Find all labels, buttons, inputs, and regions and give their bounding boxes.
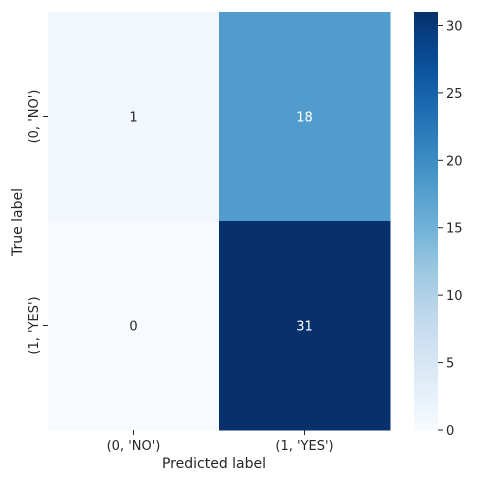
y-tick-label: (1, 'YES') — [27, 296, 42, 354]
heatmap-cell — [219, 221, 391, 431]
colorbar-ticks: 0 5 10 15 20 25 30 — [438, 19, 463, 439]
colorbar-tick-label: 10 — [446, 289, 463, 304]
x-tick-label: (1, 'YES') — [275, 439, 333, 454]
colorbar-tick-label: 15 — [446, 222, 463, 237]
y-axis-ticks: (0, 'NO') (1, 'YES') — [27, 90, 48, 355]
colorbar-gradient — [414, 12, 438, 430]
colorbar-tick-label: 5 — [446, 357, 454, 372]
heatmap-cells — [48, 12, 391, 431]
colorbar-tick-label: 25 — [446, 87, 463, 102]
colorbar-tick-label: 20 — [446, 154, 463, 169]
y-tick-label: (0, 'NO') — [27, 90, 42, 144]
heatmap-cell — [48, 221, 220, 431]
colorbar: 0 5 10 15 20 25 30 — [414, 12, 463, 439]
heatmap-cell — [48, 12, 220, 222]
cell-value-label: 18 — [296, 111, 313, 126]
heatmap-cell — [219, 12, 391, 222]
cell-value-label: 31 — [296, 320, 313, 335]
colorbar-tick-label: 30 — [446, 19, 463, 34]
x-axis-label: Predicted label — [162, 456, 266, 472]
cell-labels: 1 18 0 31 — [129, 111, 312, 335]
x-axis-ticks: (0, 'NO') (1, 'YES') — [107, 430, 334, 454]
y-axis-label: True label — [10, 188, 26, 257]
x-tick-label: (0, 'NO') — [107, 439, 161, 454]
cell-value-label: 1 — [129, 111, 137, 126]
colorbar-tick-label: 0 — [446, 424, 454, 439]
cell-value-label: 0 — [129, 320, 137, 335]
